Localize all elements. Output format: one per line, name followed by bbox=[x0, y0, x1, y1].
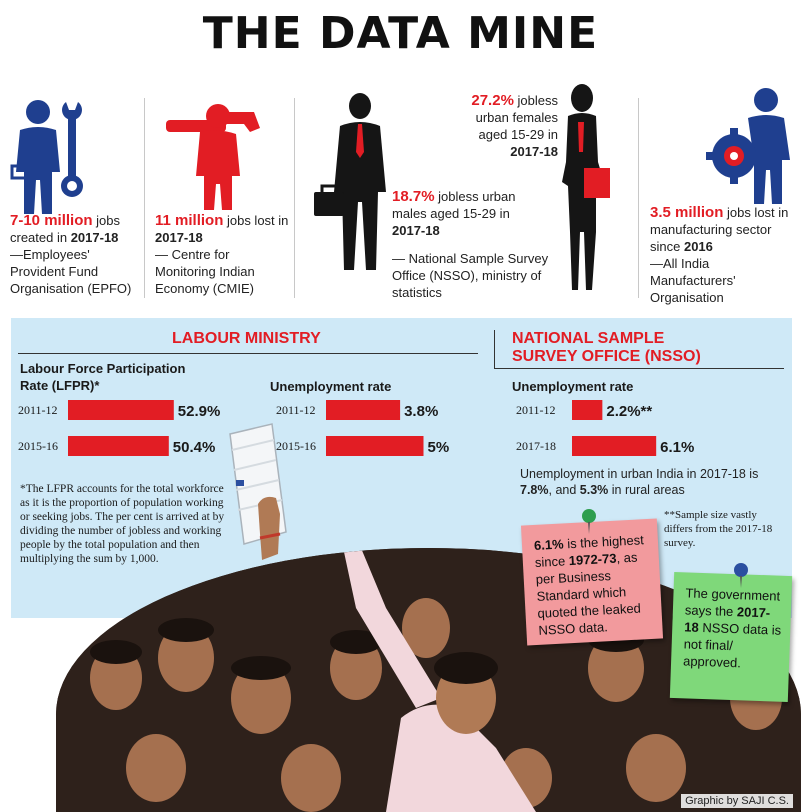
bar bbox=[326, 400, 401, 420]
section-separator bbox=[494, 330, 495, 368]
value-label: 52.9% bbox=[178, 403, 221, 420]
category-label: 2011-12 bbox=[18, 403, 58, 417]
stat-source: — Centre for Monitoring Indian Economy (… bbox=[155, 247, 255, 296]
pin-icon bbox=[734, 563, 748, 588]
raised-hand bbox=[258, 496, 281, 560]
lfpr-footnote: *The LFPR accounts for the total workfor… bbox=[20, 483, 225, 565]
value-label: 5% bbox=[428, 439, 450, 456]
sample-size-note: **Sample size vastly differs from the 20… bbox=[664, 509, 773, 549]
labour-title-line bbox=[18, 353, 478, 354]
nsso-title: NATIONAL SAMPLE SURVEY OFFICE (NSSO) bbox=[512, 330, 701, 365]
category-label: 2011-12 bbox=[276, 403, 316, 417]
lfpr-chart: 2011-12 52.9% 2015-16 50.4% bbox=[18, 400, 221, 456]
stat-figure: 18.7% bbox=[392, 188, 435, 205]
stat-aimo: 3.5 million jobs lost in manufacturing s… bbox=[650, 204, 795, 306]
divider bbox=[144, 98, 145, 298]
category-label: 2015-16 bbox=[18, 439, 58, 453]
stat-source: —All India Manufacturers' Organisation bbox=[650, 256, 736, 305]
divider bbox=[638, 98, 639, 298]
bar bbox=[572, 400, 603, 420]
nsso-unemployment-chart: 2011-12 2.2%** 2017-18 6.1% bbox=[516, 400, 694, 456]
bar bbox=[68, 400, 174, 420]
crowd-photo: Graphic by SAJI C.S. bbox=[56, 548, 801, 812]
stat-figure: 3.5 million bbox=[650, 204, 724, 221]
stat-nsso-source: — National Sample Survey Office (NSSO), … bbox=[392, 251, 549, 300]
stat-source: —Employees' Provident Fund Organisation … bbox=[10, 247, 132, 296]
stat-females: 27.2% jobless urban females aged 15-29 i… bbox=[471, 92, 558, 159]
stat-figure: 7-10 million bbox=[10, 212, 93, 229]
nsso-title-line bbox=[494, 368, 784, 369]
worker-hammer-icon bbox=[166, 104, 260, 210]
category-label: 2015-16 bbox=[276, 439, 316, 453]
labour-ministry-title: LABOUR MINISTRY bbox=[172, 330, 321, 347]
value-label: 50.4% bbox=[173, 439, 216, 456]
stat-figure: 11 million bbox=[155, 212, 224, 229]
sticky-note-pink: 6.1% is the highest since 1972-73, as pe… bbox=[520, 518, 664, 646]
businesswoman-icon bbox=[562, 84, 610, 290]
graphic-credit: Graphic by SAJI C.S. bbox=[681, 794, 793, 808]
value-label: 6.1% bbox=[660, 439, 694, 456]
nsso-unemployment-label: Unemployment rate bbox=[512, 379, 634, 394]
bar bbox=[326, 436, 424, 456]
page-title: THE DATA MINE bbox=[202, 8, 599, 59]
bar bbox=[572, 436, 657, 456]
urban-rural-note: Unemployment in urban India in 2017-18 i… bbox=[520, 467, 759, 497]
divider bbox=[294, 98, 295, 298]
bar bbox=[68, 436, 169, 456]
value-label: 2.2%** bbox=[606, 403, 652, 420]
lfpr-label: Labour Force Participation Rate (LFPR)* bbox=[20, 361, 186, 393]
worker-gear-icon bbox=[706, 88, 790, 204]
stat-cmie: 11 million jobs lost in 2017-18 — Centre… bbox=[155, 212, 289, 296]
stat-males: 18.7% jobless urban males aged 15-29 in … bbox=[392, 188, 516, 238]
stat-epfo: 7-10 million jobs created in 2017-18 —Em… bbox=[10, 212, 145, 297]
category-label: 2017-18 bbox=[516, 439, 556, 453]
pin-icon bbox=[582, 509, 596, 534]
unemployment-label: Unemployment rate bbox=[270, 379, 392, 394]
category-label: 2011-12 bbox=[516, 403, 556, 417]
stat-figure: 27.2% bbox=[471, 92, 514, 109]
value-label: 3.8% bbox=[404, 403, 438, 420]
worker-wrench-icon bbox=[10, 100, 83, 214]
unemployment-chart: 2011-12 3.8% 2015-16 5% bbox=[276, 400, 450, 456]
sticky-note-green: The government says the 2017-18 NSSO dat… bbox=[669, 571, 793, 703]
businessman-icon bbox=[314, 93, 386, 270]
